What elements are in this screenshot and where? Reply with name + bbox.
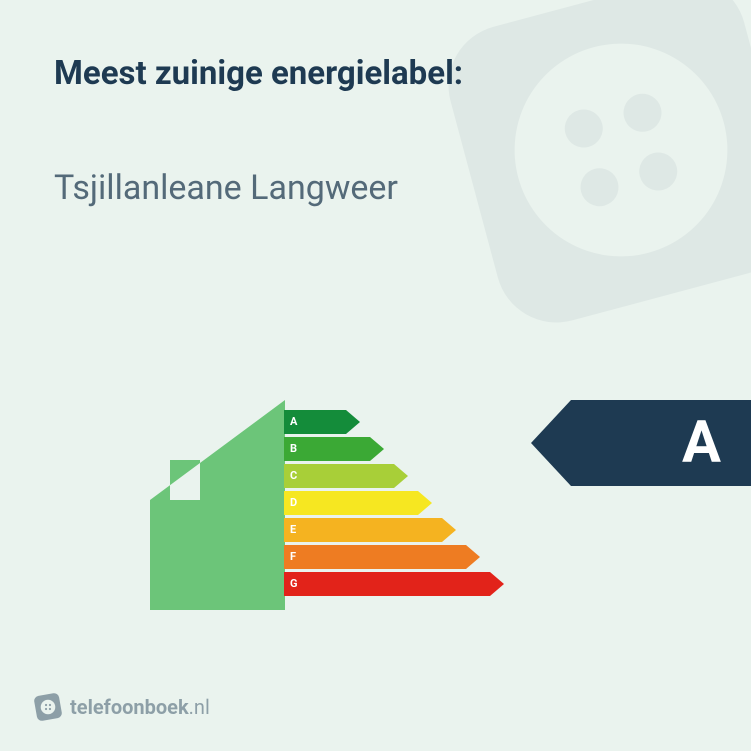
page-subtitle: Tsjillanleane Langweer [54,168,398,208]
bar-label: G [290,572,298,596]
brand-suffix: .nl [189,695,210,719]
bar-label: E [290,518,296,542]
brand-bold: telefoonboek [70,695,189,719]
bar-label: F [290,545,296,569]
page-title: Meest zuinige energielabel: [54,54,463,93]
brand-text: telefoonboek.nl [70,695,210,719]
footer-brand: telefoonboek.nl [34,693,210,721]
rating-value: A [682,400,721,486]
bar-label: B [290,437,297,461]
rating-badge: A [531,400,751,486]
bar-label: D [290,491,297,515]
bar-label: A [290,410,297,434]
house-icon [150,400,285,610]
brand-icon [34,693,62,721]
bar-label: C [290,464,297,488]
